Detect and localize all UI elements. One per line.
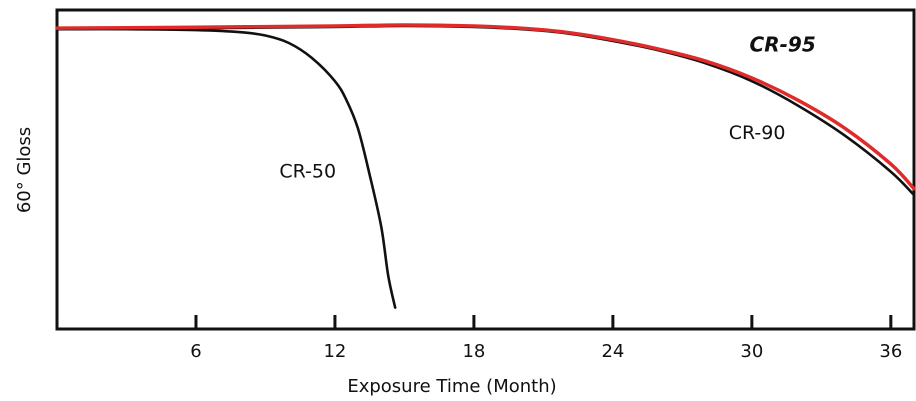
series-label-cr-95: CR-95 [750, 32, 816, 56]
y-axis-label: 60° Gloss [14, 127, 35, 213]
plot-area: 6 12 18 24 30 36 CR-50 CR-90 CR-95 [55, 8, 916, 362]
series-line-cr-50 [55, 27, 397, 309]
x-tick-label-12: 12 [323, 341, 346, 362]
x-axis-ticks: 6 12 18 24 30 36 [190, 315, 902, 362]
series-line-cr-95 [55, 23, 916, 191]
series-label-cr-50: CR-50 [279, 160, 336, 182]
series-annotations: CR-50 CR-90 CR-95 [279, 32, 815, 182]
x-axis-label: Exposure Time (Month) [347, 376, 556, 397]
series-lines [55, 23, 916, 309]
x-tick-label-6: 6 [190, 341, 201, 362]
x-tick-label-18: 18 [462, 341, 485, 362]
x-tick-label-24: 24 [601, 341, 624, 362]
plot-frame [55, 8, 916, 331]
x-tick-label-30: 30 [740, 341, 763, 362]
series-label-cr-90: CR-90 [729, 122, 786, 144]
x-tick-label-36: 36 [879, 341, 902, 362]
